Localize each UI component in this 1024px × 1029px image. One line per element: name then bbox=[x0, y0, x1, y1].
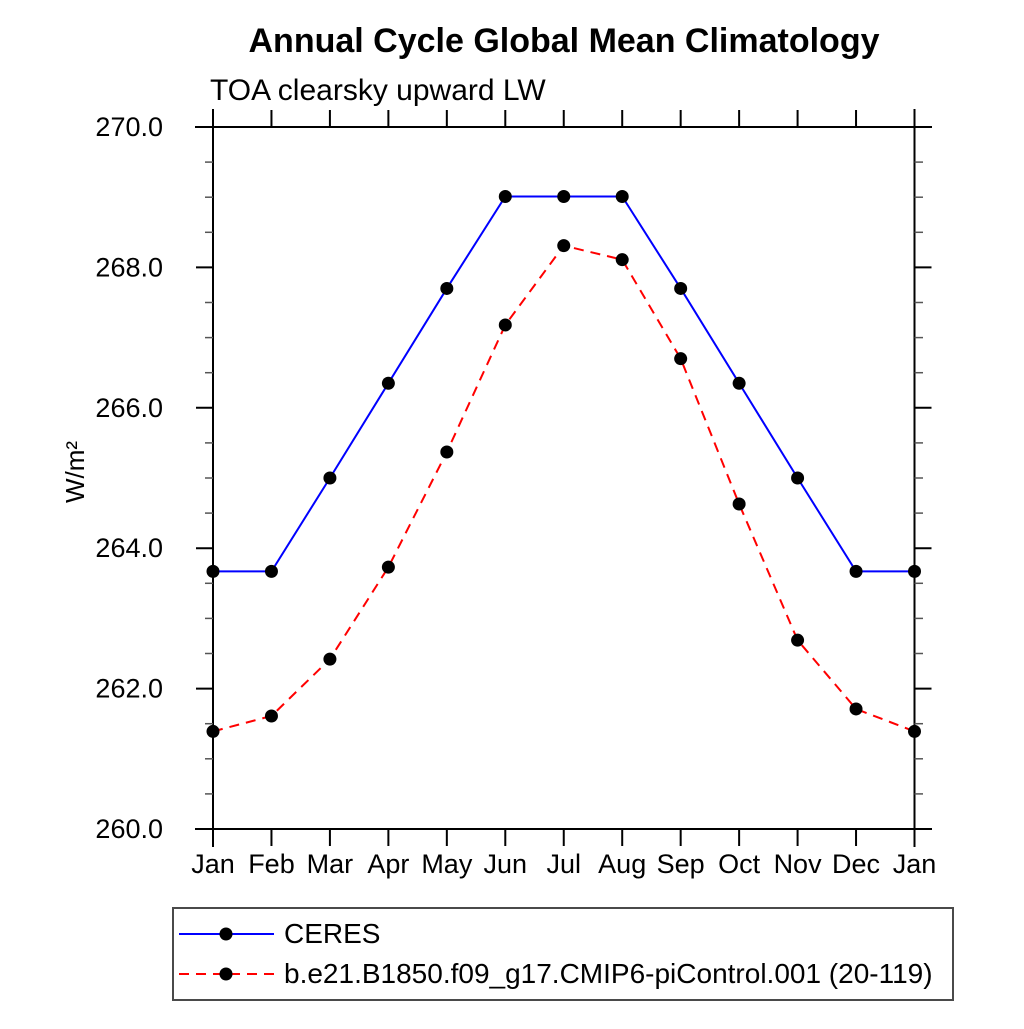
data-point bbox=[264, 564, 278, 578]
y-tick-label: 270.0 bbox=[95, 112, 163, 142]
data-point bbox=[908, 564, 921, 578]
data-point bbox=[615, 189, 629, 203]
x-tick-label: Jul bbox=[546, 849, 581, 879]
x-tick-label: Jan bbox=[191, 849, 235, 879]
data-point bbox=[206, 564, 220, 578]
legend-marker-icon bbox=[219, 967, 233, 981]
x-tick-label: Dec bbox=[832, 849, 880, 879]
x-tick-label: May bbox=[421, 849, 473, 879]
y-tick-label: 268.0 bbox=[95, 252, 163, 282]
legend-label: CERES bbox=[284, 918, 381, 949]
data-point bbox=[849, 702, 863, 716]
data-point bbox=[498, 189, 512, 203]
data-point bbox=[732, 376, 746, 390]
legend-label: b.e21.B1850.f09_g17.CMIP6-piControl.001 … bbox=[284, 958, 933, 989]
y-axis-label: W/m² bbox=[60, 441, 90, 503]
data-point bbox=[323, 471, 337, 485]
data-point bbox=[264, 709, 278, 723]
data-point bbox=[674, 281, 688, 295]
legend: CERES b.e21.B1850.f09_g17.CMIP6-piControl… bbox=[172, 907, 954, 1001]
x-tick-label: Apr bbox=[367, 849, 409, 879]
data-point bbox=[498, 318, 512, 332]
chart-subtitle: TOA clearsky upward LW bbox=[210, 74, 546, 107]
data-point bbox=[674, 352, 688, 366]
x-tick-label: Feb bbox=[248, 849, 295, 879]
data-point bbox=[849, 564, 863, 578]
series-line-0 bbox=[213, 195, 915, 573]
x-tick-label: Nov bbox=[774, 849, 823, 879]
data-point bbox=[791, 633, 805, 647]
x-tick-label: Jun bbox=[484, 849, 528, 879]
x-tick-label: Aug bbox=[598, 849, 646, 879]
legend-line-sample bbox=[179, 967, 274, 981]
series-line-1 bbox=[212, 244, 915, 733]
data-point bbox=[440, 281, 454, 295]
x-tick-label: Jan bbox=[893, 849, 937, 879]
data-point bbox=[440, 445, 454, 459]
x-tick-label: Oct bbox=[718, 849, 761, 879]
x-tick-label: Sep bbox=[657, 849, 705, 879]
chart-title: Annual Cycle Global Mean Climatology bbox=[249, 22, 880, 60]
y-tick-label: 264.0 bbox=[95, 533, 163, 563]
data-point bbox=[381, 560, 395, 574]
data-point bbox=[557, 239, 571, 253]
x-tick-label: Mar bbox=[307, 849, 354, 879]
y-tick-label: 262.0 bbox=[95, 674, 163, 704]
data-point bbox=[323, 652, 337, 666]
data-point bbox=[615, 253, 629, 267]
data-point bbox=[381, 376, 395, 390]
data-point bbox=[206, 724, 220, 738]
data-point bbox=[557, 189, 571, 203]
y-tick-label: 266.0 bbox=[95, 393, 163, 423]
axes: Jan Feb Mar Apr May Jun Jul Aug Sep Oct Nov Dec Jan 2… bbox=[95, 109, 936, 879]
data-point bbox=[732, 497, 746, 511]
data-point bbox=[791, 471, 805, 485]
legend-item: b.e21.B1850.f09_g17.CMIP6-piControl.001 … bbox=[176, 954, 946, 994]
series-group bbox=[206, 189, 921, 738]
data-point bbox=[908, 724, 921, 738]
legend-marker-icon bbox=[219, 927, 233, 941]
legend-item: CERES bbox=[176, 914, 946, 954]
legend-line-sample bbox=[179, 927, 274, 941]
y-tick-label: 260.0 bbox=[95, 814, 163, 844]
